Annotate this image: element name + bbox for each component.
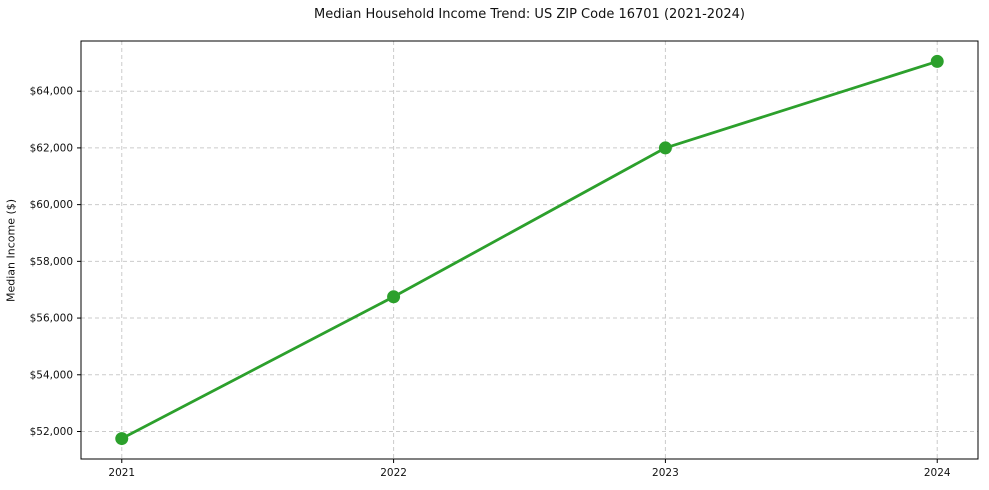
x-tick-label: 2023 [652,467,679,479]
data-point-marker [930,54,944,68]
y-tick-label: $56,000 [30,313,73,325]
x-tick-label: 2021 [108,467,135,479]
y-tick-label: $52,000 [30,426,73,438]
trend-line [120,60,939,440]
y-tick-label: $54,000 [30,369,73,381]
x-tick-label: 2024 [924,467,951,479]
y-tick-label: $58,000 [30,256,73,268]
y-tick-label: $62,000 [30,142,73,154]
data-point-marker [115,432,129,446]
chart-title: Median Household Income Trend: US ZIP Co… [314,7,745,22]
y-tick-label: $64,000 [30,86,73,98]
y-tick-label: $60,000 [30,199,73,211]
data-point-marker [658,141,672,155]
x-tick-label: 2022 [380,467,407,479]
data-point-marker [387,290,401,304]
plot-border [80,40,979,460]
